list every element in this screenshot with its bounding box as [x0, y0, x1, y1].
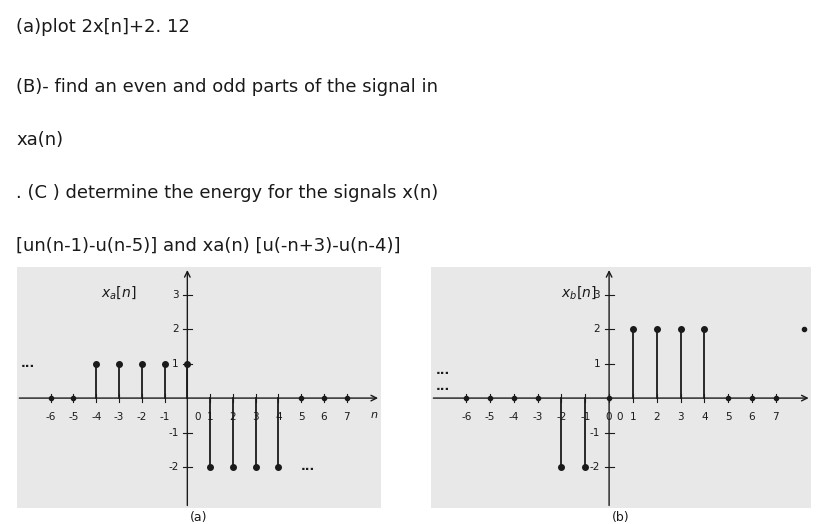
Text: 2: 2	[593, 324, 600, 334]
Text: 0: 0	[605, 412, 612, 422]
Text: -2: -2	[556, 412, 566, 422]
Text: $x_a[n]$: $x_a[n]$	[101, 285, 136, 301]
Text: -5: -5	[68, 412, 79, 422]
Text: 5: 5	[724, 412, 730, 422]
Text: -4: -4	[508, 412, 519, 422]
Text: 1: 1	[172, 358, 179, 369]
Text: 6: 6	[320, 412, 327, 422]
Text: 4: 4	[700, 412, 707, 422]
Text: -3: -3	[532, 412, 543, 422]
Text: $n$: $n$	[370, 410, 378, 420]
Text: -6: -6	[461, 412, 471, 422]
Text: . (C ) determine the energy for the signals x(n): . (C ) determine the energy for the sign…	[17, 184, 438, 202]
Text: [un(n-1)-u(n-5)] and xa(n) [u(-n+3)-u(n-4)]: [un(n-1)-u(n-5)] and xa(n) [u(-n+3)-u(n-…	[17, 237, 400, 255]
Text: 4: 4	[275, 412, 281, 422]
Text: -2: -2	[136, 412, 147, 422]
Text: 5: 5	[298, 412, 304, 422]
Text: 0: 0	[194, 412, 200, 422]
Text: (a)plot 2x[n]+2. 12: (a)plot 2x[n]+2. 12	[17, 18, 190, 36]
Text: 0: 0	[615, 412, 622, 422]
Text: (B)- find an even and odd parts of the signal in: (B)- find an even and odd parts of the s…	[17, 78, 437, 96]
Text: -2: -2	[168, 462, 179, 472]
Text: ...: ...	[435, 380, 449, 393]
Text: -1: -1	[159, 412, 170, 422]
Text: $x_b[n]$: $x_b[n]$	[561, 285, 596, 301]
Text: 2: 2	[172, 324, 179, 334]
Text: -3: -3	[113, 412, 124, 422]
Text: 6: 6	[748, 412, 754, 422]
Text: ...: ...	[22, 357, 36, 370]
Text: 3: 3	[252, 412, 259, 422]
Text: -2: -2	[589, 462, 600, 472]
Text: 3: 3	[172, 290, 179, 300]
Text: 7: 7	[772, 412, 778, 422]
Text: (a): (a)	[189, 511, 208, 523]
Text: -6: -6	[45, 412, 56, 422]
Text: 7: 7	[343, 412, 350, 422]
Text: 1: 1	[207, 412, 213, 422]
Text: 2: 2	[653, 412, 659, 422]
Text: -5: -5	[485, 412, 495, 422]
Text: -1: -1	[580, 412, 590, 422]
Text: (b): (b)	[611, 511, 629, 523]
Text: xa(n): xa(n)	[17, 131, 64, 149]
Text: ...: ...	[301, 461, 315, 474]
Text: ...: ...	[435, 364, 449, 377]
Text: 1: 1	[593, 358, 600, 369]
Text: 2: 2	[229, 412, 236, 422]
Text: 3: 3	[593, 290, 600, 300]
Text: 3: 3	[676, 412, 683, 422]
Text: -4: -4	[91, 412, 102, 422]
Text: 1: 1	[629, 412, 635, 422]
Text: -1: -1	[589, 428, 600, 438]
Text: -1: -1	[168, 428, 179, 438]
